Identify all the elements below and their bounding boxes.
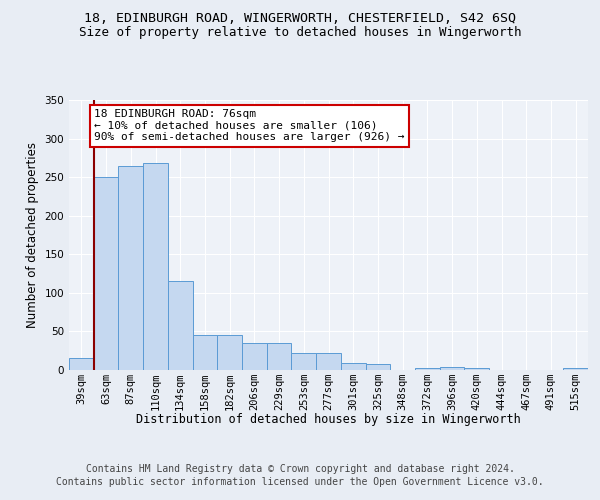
Bar [69, 358, 94, 370]
Bar [415, 368, 440, 370]
Text: Size of property relative to detached houses in Wingerworth: Size of property relative to detached ho… [79, 26, 521, 39]
Bar [143, 164, 168, 370]
Text: Contains HM Land Registry data © Crown copyright and database right 2024.: Contains HM Land Registry data © Crown c… [86, 464, 514, 474]
Bar [94, 177, 118, 370]
Bar [168, 282, 193, 370]
Bar [193, 336, 217, 370]
Bar [365, 364, 390, 370]
Text: Contains public sector information licensed under the Open Government Licence v3: Contains public sector information licen… [56, 477, 544, 487]
Bar [217, 336, 242, 370]
Bar [341, 363, 365, 370]
Text: 18, EDINBURGH ROAD, WINGERWORTH, CHESTERFIELD, S42 6SQ: 18, EDINBURGH ROAD, WINGERWORTH, CHESTER… [84, 12, 516, 26]
Bar [563, 368, 588, 370]
Text: 18 EDINBURGH ROAD: 76sqm
← 10% of detached houses are smaller (106)
90% of semi-: 18 EDINBURGH ROAD: 76sqm ← 10% of detach… [94, 110, 404, 142]
Text: Distribution of detached houses by size in Wingerworth: Distribution of detached houses by size … [136, 412, 521, 426]
Bar [464, 368, 489, 370]
Bar [242, 343, 267, 370]
Bar [118, 166, 143, 370]
Bar [440, 367, 464, 370]
Bar [267, 343, 292, 370]
Y-axis label: Number of detached properties: Number of detached properties [26, 142, 39, 328]
Bar [292, 353, 316, 370]
Bar [316, 353, 341, 370]
